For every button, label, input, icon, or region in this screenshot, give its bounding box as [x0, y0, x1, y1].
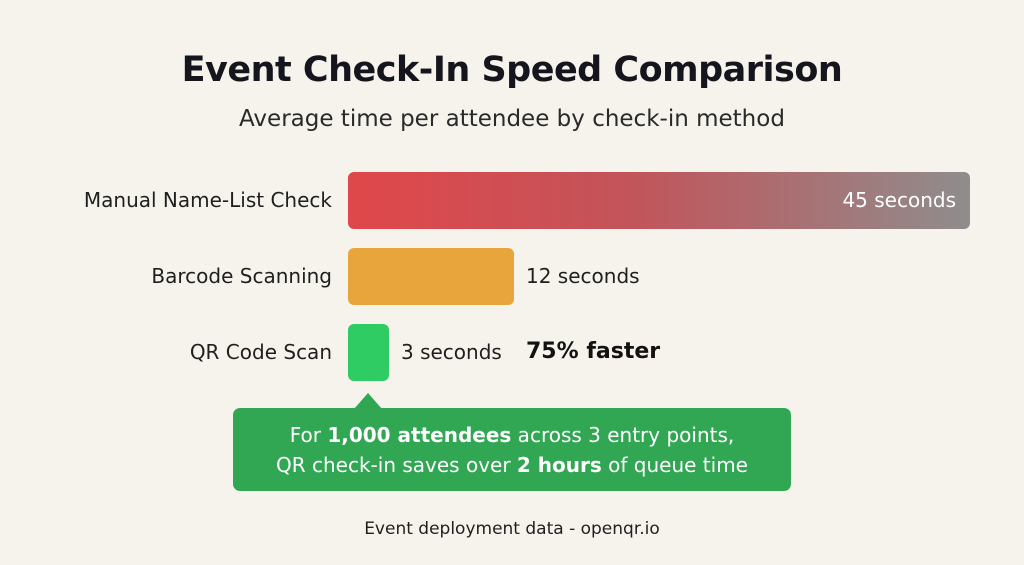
callout-text: of queue time: [601, 453, 748, 477]
callout-line-1: For 1,000 attendees across 3 entry point…: [233, 420, 791, 450]
callout-text: QR check-in saves over: [276, 453, 517, 477]
callout-emphasis: 2 hours: [516, 453, 602, 477]
callout-text: across 3 entry points,: [511, 423, 735, 447]
speed-annotation: 75% faster: [526, 339, 661, 364]
callout-box: For 1,000 attendees across 3 entry point…: [233, 408, 791, 491]
category-label-qr: QR Code Scan: [189, 340, 332, 364]
chart-subtitle: Average time per attendee by check-in me…: [239, 106, 785, 132]
source-note: Event deployment data - openqr.io: [364, 519, 660, 539]
callout-pointer: [354, 393, 382, 409]
category-label-barcode: Barcode Scanning: [151, 264, 332, 288]
callout-line-2: QR check-in saves over 2 hours of queue …: [233, 450, 791, 480]
bar-value-barcode: 12 seconds: [526, 264, 640, 288]
callout-emphasis: 1,000 attendees: [327, 423, 512, 447]
bar-manual: [348, 172, 970, 229]
bar-barcode: [348, 248, 514, 305]
bar-qr: [348, 324, 389, 381]
category-label-manual: Manual Name-List Check: [83, 188, 332, 212]
bar-value-manual: 45 seconds: [842, 188, 956, 212]
chart-title: Event Check-In Speed Comparison: [181, 50, 843, 90]
callout-text: For: [289, 423, 328, 447]
bar-value-qr: 3 seconds: [401, 340, 502, 364]
